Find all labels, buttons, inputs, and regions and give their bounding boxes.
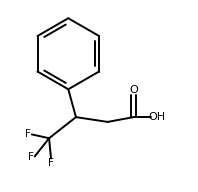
Text: F: F xyxy=(49,158,54,168)
Text: OH: OH xyxy=(149,112,166,122)
Text: F: F xyxy=(28,152,33,162)
Text: O: O xyxy=(129,85,138,95)
Text: F: F xyxy=(25,129,30,139)
